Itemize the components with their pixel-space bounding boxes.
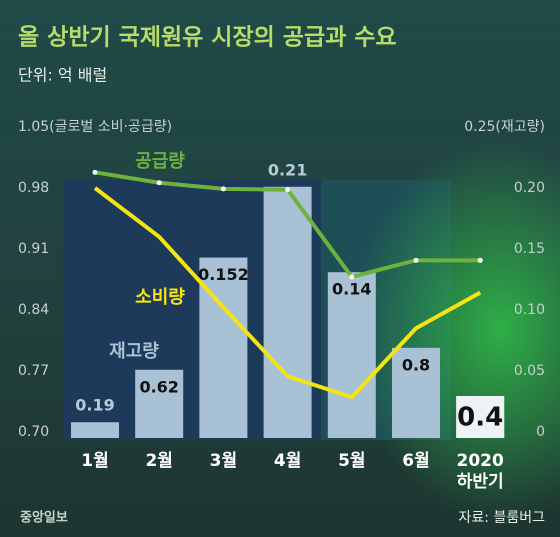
legend-label: 소비량 bbox=[135, 287, 185, 308]
bar-annotation: 0.4 bbox=[457, 403, 503, 433]
line bbox=[93, 186, 482, 400]
bar bbox=[199, 257, 248, 438]
x-tick-label: 2020 하반기 bbox=[456, 451, 504, 492]
bar bbox=[71, 422, 119, 438]
y2-tick-label: 0 bbox=[536, 424, 545, 440]
legend-label: 공급량 bbox=[135, 151, 185, 172]
subtitle: 단위: 억 배럴 bbox=[18, 66, 107, 85]
x-tick-label: 6월 bbox=[402, 451, 430, 471]
line-dot bbox=[156, 180, 162, 186]
bar bbox=[263, 186, 312, 438]
bar bbox=[392, 347, 440, 438]
y2-tick-label: 0.10 bbox=[514, 302, 545, 318]
line-dot bbox=[477, 257, 483, 263]
label-box bbox=[456, 396, 505, 438]
x-tick-label: 5월 bbox=[338, 451, 366, 471]
bar-annotation: 0.8 bbox=[402, 355, 430, 374]
source: 자료: 블룸버그 bbox=[459, 510, 546, 526]
bar-annotation: 0.62 bbox=[139, 377, 178, 396]
legend-label: 재고량 bbox=[109, 341, 159, 362]
line-dot bbox=[285, 187, 291, 193]
y-tick-label: 0.77 bbox=[18, 363, 49, 379]
y2-tick-label: 0.15 bbox=[514, 241, 545, 257]
bar bbox=[327, 272, 376, 438]
x-tick-label: 4월 bbox=[273, 451, 302, 471]
line-dot bbox=[349, 274, 355, 280]
bar-annotation: 0.14 bbox=[332, 280, 371, 299]
x-tick-label: 1월 bbox=[81, 451, 109, 471]
line-dot bbox=[220, 186, 226, 192]
y2-tick-label: 0.05 bbox=[514, 363, 545, 379]
bar bbox=[135, 369, 184, 438]
y-tick-label: 1.05(글로벌 소비·공급량) bbox=[18, 119, 172, 135]
chart-title: 올 상반기 국제원유 시장의 공급과 수요 bbox=[18, 25, 397, 51]
line-dot bbox=[92, 169, 98, 175]
y2-tick-label: 0.25(재고량) bbox=[464, 119, 545, 135]
x-tick-label: 3월 bbox=[209, 451, 238, 471]
x-tick-label: 2월 bbox=[145, 451, 173, 471]
bar-annotation: 0.19 bbox=[75, 396, 114, 415]
line-dot bbox=[413, 257, 419, 263]
y-tick-label: 0.70 bbox=[18, 424, 49, 440]
y2-tick-label: 0.20 bbox=[514, 180, 545, 196]
y-tick-label: 0.91 bbox=[18, 241, 49, 257]
bar-annotation: 0.21 bbox=[268, 160, 307, 179]
bar-annotation: 0.152 bbox=[198, 265, 249, 284]
y-tick-label: 0.98 bbox=[18, 180, 49, 196]
y-tick-label: 0.84 bbox=[18, 302, 49, 318]
logo: 중앙일보 bbox=[20, 510, 68, 526]
